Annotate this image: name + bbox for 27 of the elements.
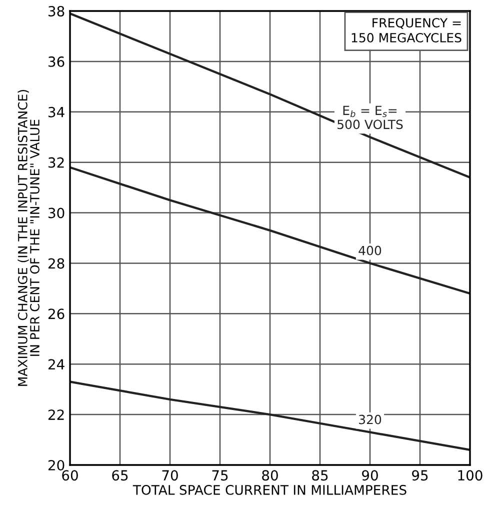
annotation: FREQUENCY = 150 MEGACYCLES: [352, 18, 462, 42]
x-tick-label: 80: [262, 470, 278, 481]
series-label: 320: [359, 414, 382, 424]
line-series: [70, 380, 470, 451]
x-tick-label: 90: [362, 470, 378, 481]
line-series: [70, 166, 470, 295]
y-tick-label: 24: [48, 359, 64, 370]
x-axis-title: TOTAL SPACE CURRENT IN MILLIAMPERES: [132, 484, 406, 495]
x-tick-label: 60: [62, 470, 78, 481]
x-tick-label: 100: [458, 470, 482, 481]
y-tick-label: 20: [48, 460, 64, 470]
x-tick-label: 70: [162, 470, 178, 481]
x-tick-label: 95: [412, 470, 428, 481]
series-label: 400: [358, 246, 382, 256]
x-tick-label: 85: [312, 470, 328, 481]
y-axis-title: MAXIMUM CHANGE (IN THE INPUT RESISTANCE) IN PER CENT OF THE "IN-TUNE" VALUE: [18, 90, 40, 386]
x-tick-label: 75: [212, 470, 228, 481]
y-tick-label: 30: [48, 208, 64, 218]
y-tick-label: 38: [48, 6, 64, 16]
y-tick-label: 34: [48, 106, 64, 118]
y-tick-label: 28: [48, 258, 64, 269]
y-tick-label: 22: [48, 410, 64, 420]
y-tick-label: 36: [48, 56, 64, 67]
x-tick-label: 65: [112, 470, 128, 481]
y-tick-label: 26: [48, 308, 64, 320]
y-tick-label: 32: [48, 157, 64, 168]
series-label: E$_{b}$ = E$_{s}$= 500 VOLTS: [338, 106, 403, 130]
